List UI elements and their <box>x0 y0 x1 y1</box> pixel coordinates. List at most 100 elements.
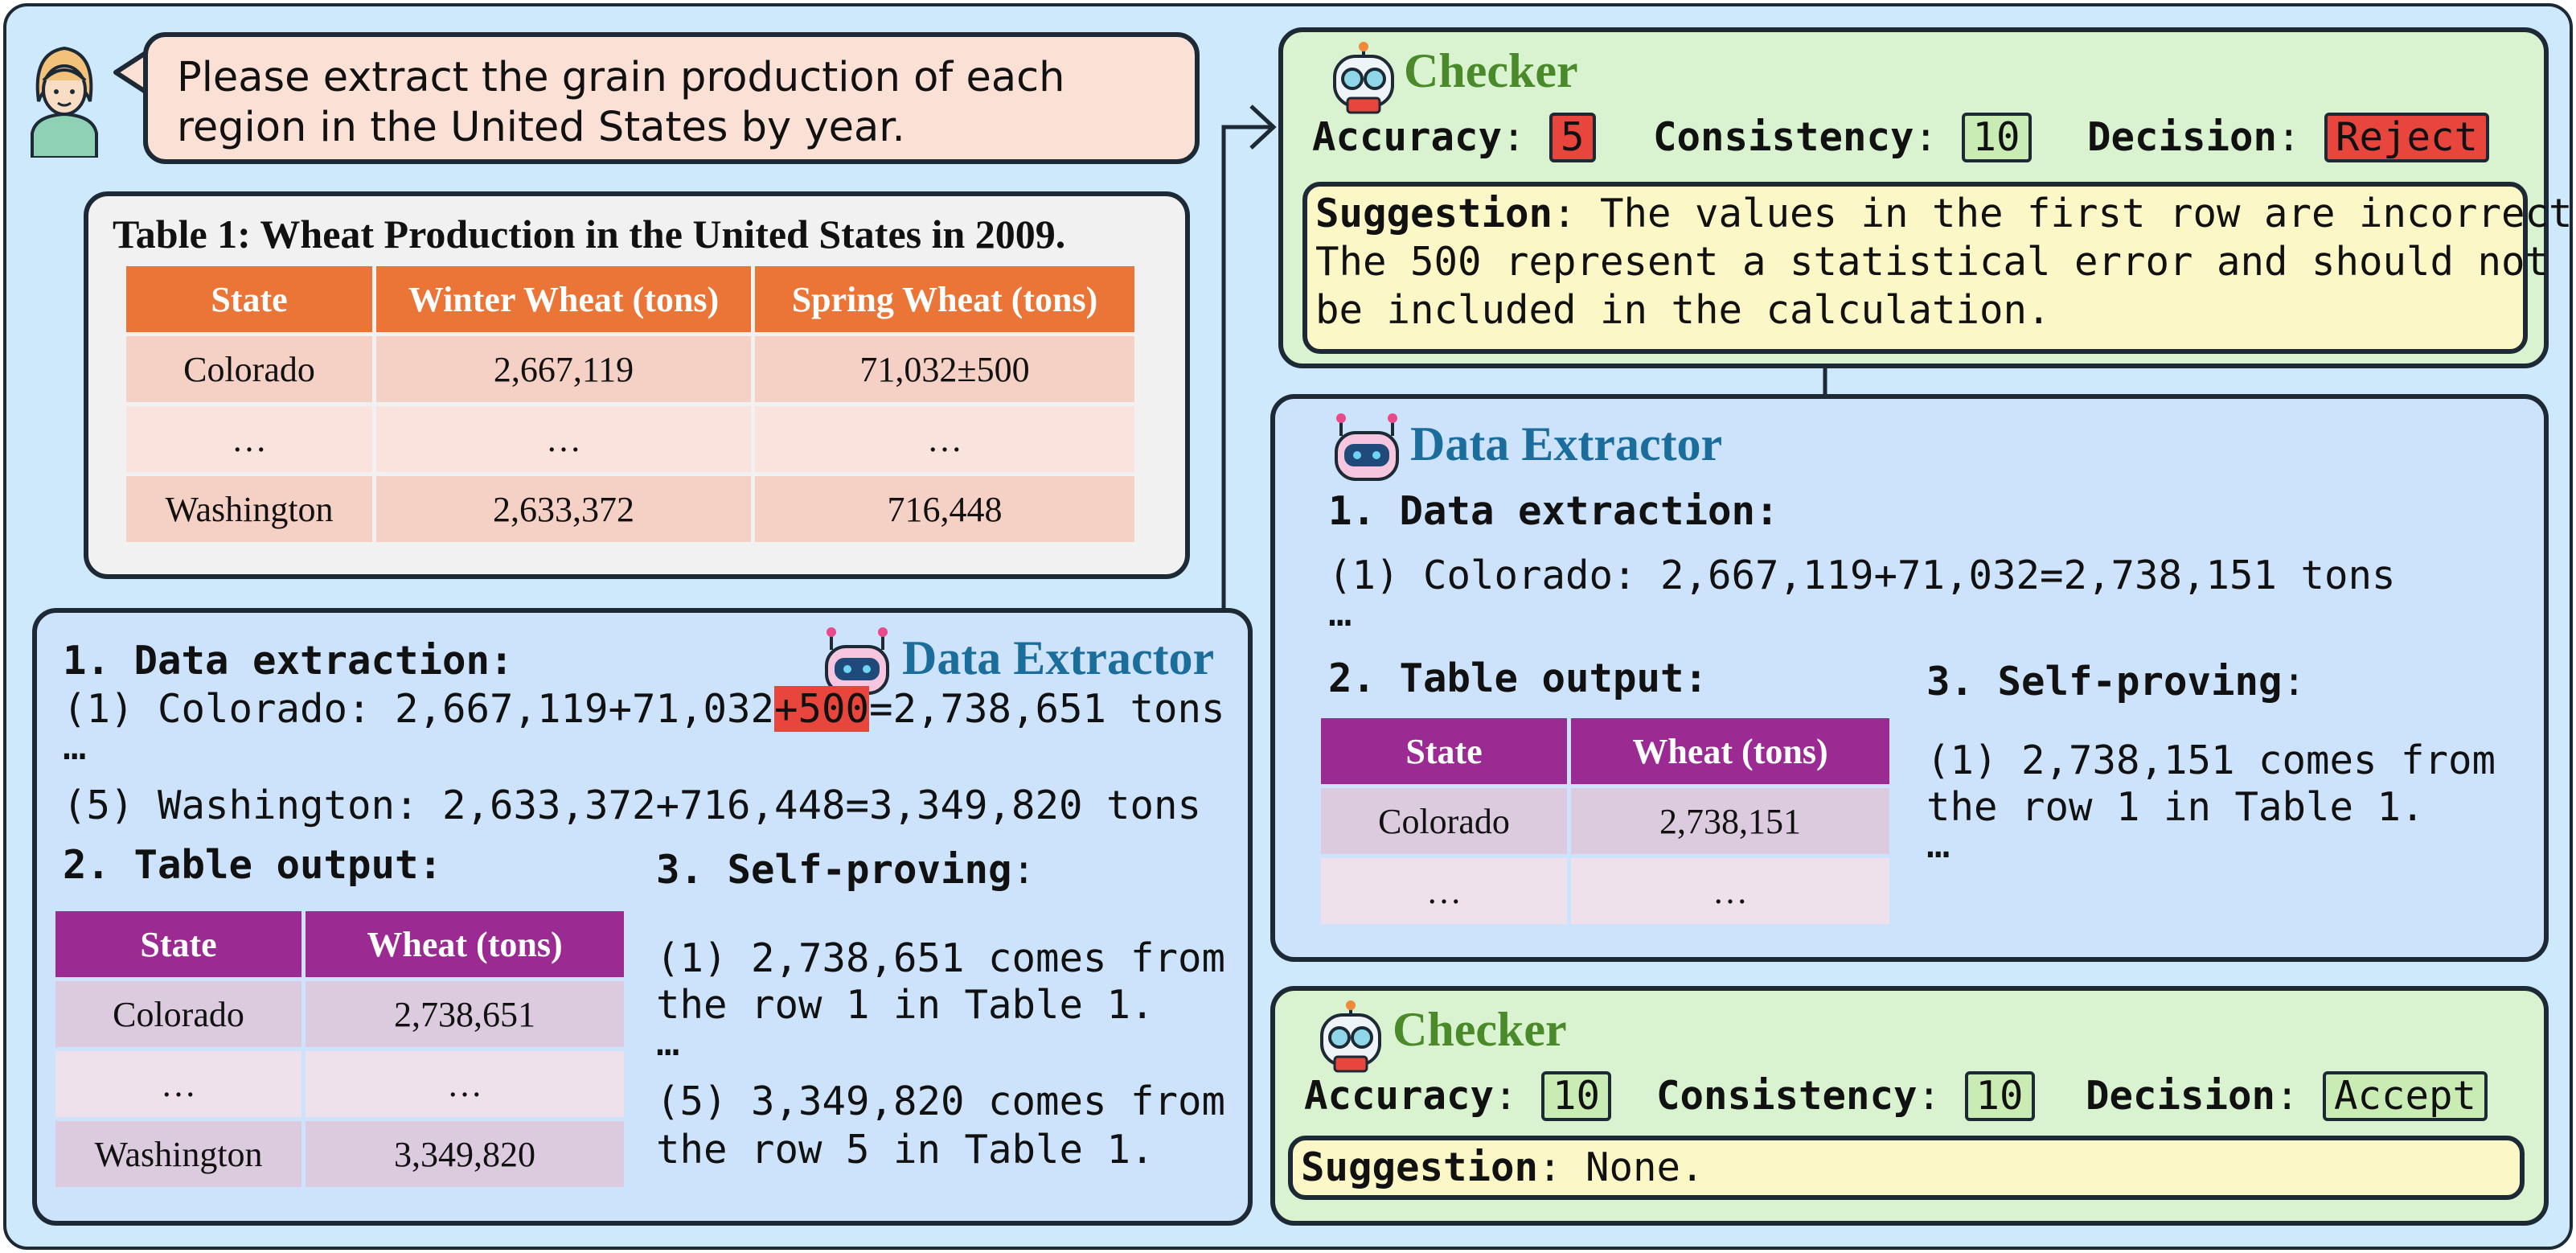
user-prompt-bubble: Please extract the grain production of e… <box>143 32 1200 164</box>
consistency-score: 10 <box>1964 1071 2035 1121</box>
accuracy-score: 10 <box>1541 1071 1612 1121</box>
table-cell: … <box>1321 858 1567 924</box>
table-header: Wheat (tons) <box>1571 718 1889 784</box>
table-cell: … <box>1571 858 1889 924</box>
table-cell: 71,032±500 <box>755 336 1134 402</box>
source-table: State Winter Wheat (tons) Spring Wheat (… <box>122 262 1138 546</box>
section-data-extraction: 1. Data extraction: <box>1328 488 1779 534</box>
consistency-label: Consistency <box>1656 1073 1918 1119</box>
ellipsis: … <box>63 723 87 769</box>
extractor-output-table: State Wheat (tons) Colorado 2,738,651 … … <box>51 907 628 1191</box>
decision-row: Decision: Accept <box>2086 1071 2488 1121</box>
checker-panel-2: Checker Accuracy: 10 Consistency: 10 Dec… <box>1270 986 2549 1226</box>
suggestion-text: : The values in the first row are incorr… <box>1553 191 2576 236</box>
table-header: State <box>126 266 372 332</box>
checker-title: Checker <box>1393 1003 1567 1056</box>
table-cell: 2,667,119 <box>376 336 751 402</box>
decision-row: Decision: Reject <box>2087 113 2490 162</box>
table-cell: 3,349,820 <box>306 1121 624 1187</box>
self-proving-label: 3. Self-proving <box>1926 659 2283 705</box>
extraction-line-5: (5) Washington: 2,633,372+716,448=3,349,… <box>63 783 1202 828</box>
table-header: Spring Wheat (tons) <box>755 266 1134 332</box>
extractor-title: Data Extractor <box>902 631 1215 684</box>
decision-badge: Reject <box>2324 113 2490 162</box>
robot-icon <box>1333 42 1394 114</box>
table-cell: … <box>306 1051 624 1117</box>
robot-icon <box>1335 413 1399 481</box>
extractor-title: Data Extractor <box>1410 417 1723 470</box>
table-header: State <box>55 911 301 977</box>
bubble-tail <box>113 49 150 96</box>
suggestion-line-3: be included in the calculation. <box>1315 287 2051 333</box>
accuracy-label: Accuracy <box>1304 1073 1495 1119</box>
suggestion-box: Suggestion: The values in the first row … <box>1302 182 2576 354</box>
user-avatar-icon <box>31 46 98 158</box>
consistency-row: Consistency: 10 <box>1656 1071 2035 1121</box>
suggestion-box: Suggestion: None. <box>1288 1136 2525 1200</box>
data-extractor-panel-2: Data Extractor 1. Data extraction: (1) C… <box>1270 394 2549 962</box>
table-cell: 2,738,151 <box>1571 788 1889 854</box>
section-table-output: 2. Table output: <box>63 842 443 888</box>
checker-title: Checker <box>1404 44 1578 97</box>
decision-label: Decision <box>2087 114 2278 160</box>
suggestion-line-1: Suggestion: The values in the first row … <box>1315 190 2576 238</box>
suggestion-line-1: Suggestion: None. <box>1301 1144 1704 1192</box>
table-cell: … <box>755 406 1134 472</box>
table-cell: Washington <box>126 476 372 542</box>
decision-badge: Accept <box>2323 1071 2488 1121</box>
arrow-extractor-to-checker <box>1221 125 1272 611</box>
section-data-extraction: 1. Data extraction: <box>63 638 514 684</box>
proof-line: … <box>656 1019 680 1065</box>
section-self-proving: 3. Self-proving: <box>1926 659 2307 705</box>
robot-icon <box>1320 1000 1381 1073</box>
source-table-panel: Table 1: Wheat Production in the United … <box>84 191 1190 579</box>
table-cell: 716,448 <box>755 476 1134 542</box>
source-table-title: Table 1: Wheat Production in the United … <box>113 212 1066 257</box>
extraction-text: =2,738,651 tons <box>869 686 1225 732</box>
accuracy-label: Accuracy <box>1312 114 1503 160</box>
checker-panel-1: Checker Accuracy: 5 Consistency: 10 Deci… <box>1278 27 2576 368</box>
consistency-row: Consistency: 10 <box>1653 113 2032 162</box>
table-cell: Colorado <box>1321 788 1567 854</box>
extraction-line-1: (1) Colorado: 2,667,119+71,032=2,738,151… <box>1328 553 2396 598</box>
table-cell: … <box>126 406 372 472</box>
accuracy-row: Accuracy: 10 <box>1304 1071 1612 1121</box>
extractor-output-table: State Wheat (tons) Colorado 2,738,151 … … <box>1317 714 1893 928</box>
extraction-line-1: (1) Colorado: 2,667,119+71,032+500=2,738… <box>63 685 1225 733</box>
accuracy-score: 5 <box>1549 113 1596 162</box>
proof-line: (5) 3,349,820 comes from <box>656 1078 1226 1124</box>
proof-line: the row 1 in Table 1. <box>656 982 1155 1028</box>
proof-line: (1) 2,738,651 comes from <box>656 935 1226 981</box>
suggestion-text: : None. <box>1538 1144 1704 1190</box>
accuracy-row: Accuracy: 5 <box>1312 113 1596 162</box>
table-cell: Colorado <box>126 336 372 402</box>
consistency-label: Consistency <box>1653 114 1914 160</box>
section-self-proving: 3. Self-proving: <box>656 847 1036 893</box>
table-cell: 2,738,651 <box>306 981 624 1047</box>
proof-line: … <box>1926 821 1950 867</box>
decision-label: Decision <box>2086 1073 2276 1119</box>
ellipsis: … <box>1328 590 1352 635</box>
proof-line: (1) 2,738,151 comes from <box>1926 737 2496 783</box>
consistency-score: 10 <box>1961 113 2032 162</box>
self-proving-label: 3. Self-proving <box>656 847 1012 893</box>
section-table-output: 2. Table output: <box>1328 655 1708 701</box>
table-cell: Colorado <box>55 981 301 1047</box>
prompt-line-1: Please extract the grain production of e… <box>177 54 1065 101</box>
prompt-line-2: region in the United States by year. <box>177 104 905 151</box>
table-cell: 2,633,372 <box>376 476 751 542</box>
table-header: Wheat (tons) <box>306 911 624 977</box>
extraction-text: (1) Colorado: 2,667,119+71,032 <box>63 686 775 732</box>
data-extractor-panel-1: Data Extractor 1. Data extraction: (1) C… <box>32 608 1253 1226</box>
table-cell: … <box>55 1051 301 1117</box>
table-cell: … <box>376 406 751 472</box>
suggestion-line-2: The 500 represent a statistical error an… <box>1315 239 2549 285</box>
proof-line: the row 1 in Table 1. <box>1926 784 2425 830</box>
proof-line: the row 5 in Table 1. <box>656 1127 1155 1173</box>
suggestion-label: Suggestion <box>1315 191 1553 236</box>
error-highlight: +500 <box>774 686 870 732</box>
suggestion-label: Suggestion <box>1301 1144 1539 1190</box>
table-cell: Washington <box>55 1121 301 1187</box>
table-header: Winter Wheat (tons) <box>376 266 751 332</box>
table-header: State <box>1321 718 1567 784</box>
